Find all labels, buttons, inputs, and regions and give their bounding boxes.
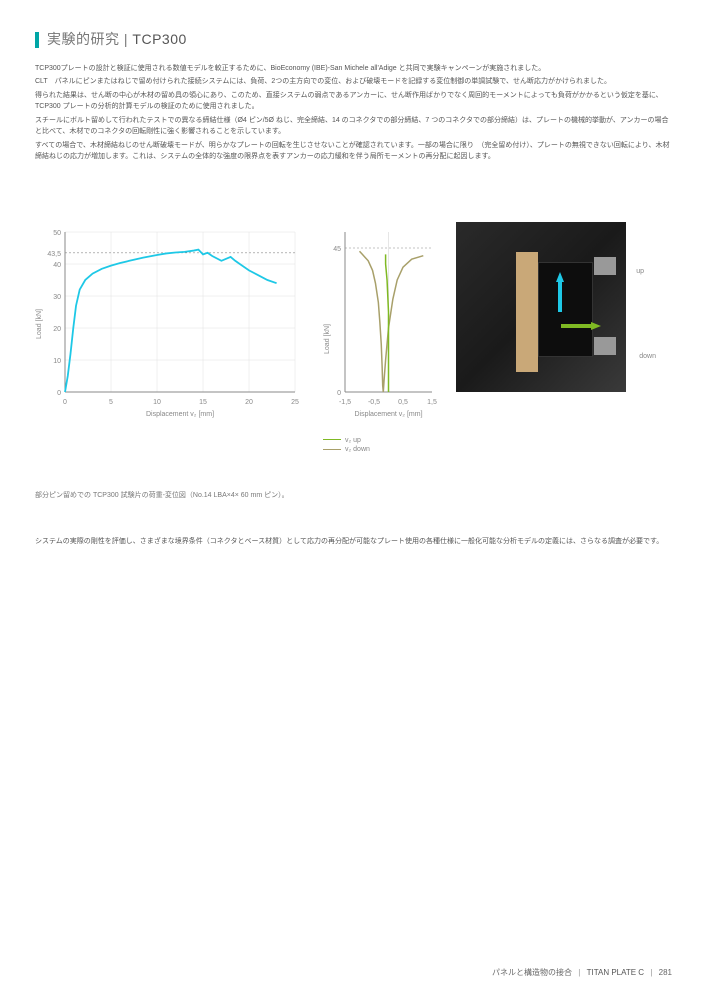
footer-product: TITAN PLATE C bbox=[587, 968, 645, 977]
page-title: 実験的研究 | TCP300 bbox=[47, 30, 187, 50]
chart2-ylabel: Load [kN] bbox=[323, 324, 333, 354]
svg-text:0: 0 bbox=[337, 390, 341, 397]
arrow-right-stem bbox=[561, 324, 591, 328]
chart2-svg: 0 45 -1,5 -0,5 0,5 1,5 Displacement v₂ [mm] bbox=[323, 222, 438, 422]
figure-caption: 部分ピン留めでの TCP300 試験片の荷重-変位図（No.14 LBA×4× … bbox=[35, 491, 672, 501]
svg-text:43,5: 43,5 bbox=[47, 251, 61, 258]
svg-text:0: 0 bbox=[57, 390, 61, 397]
para-3: 得られた結果は、せん断の中心が木材の留め具の領心にあり、このため、直接システムの… bbox=[35, 91, 672, 113]
chart2-legend: v₂ up v₂ down bbox=[323, 436, 438, 456]
svg-text:-0,5: -0,5 bbox=[368, 399, 380, 406]
svg-text:20: 20 bbox=[245, 399, 253, 406]
chart-load-displacement: Load [kN] 0 10 20 30 40 50 0 5 10 15 20 25 43,5 Displ… bbox=[35, 222, 305, 425]
svg-text:1,5: 1,5 bbox=[427, 399, 437, 406]
page: 実験的研究 | TCP300 TCP300プレートの設計と検証に使用される数値モ… bbox=[0, 0, 707, 548]
chart1-ylabel: Load [kN] bbox=[35, 309, 45, 339]
svg-text:Displacement v₂ [mm]: Displacement v₂ [mm] bbox=[354, 411, 422, 418]
legend-up-label: v₂ up bbox=[345, 437, 361, 444]
arrow-up-stem bbox=[558, 282, 562, 312]
svg-text:-1,5: -1,5 bbox=[339, 399, 351, 406]
arrow-up-icon bbox=[556, 272, 564, 282]
photo-bracket-1 bbox=[594, 257, 616, 275]
test-photo bbox=[456, 222, 626, 392]
photo-label-down: down bbox=[639, 352, 656, 362]
title-accent-bar bbox=[35, 32, 39, 48]
chart-lateral-displacement: Load [kN] 0 45 -1,5 -0,5 0,5 1,5 Displacement … bbox=[323, 222, 438, 455]
svg-text:5: 5 bbox=[109, 399, 113, 406]
svg-text:0,5: 0,5 bbox=[398, 399, 408, 406]
footer-sep-2: | bbox=[650, 968, 652, 977]
para-1: TCP300プレートの設計と検証に使用される数値モデルを較正するために、BioE… bbox=[35, 64, 672, 75]
svg-text:40: 40 bbox=[53, 262, 61, 269]
legend-up-swatch bbox=[323, 439, 341, 440]
footer-page: 281 bbox=[659, 968, 672, 977]
svg-text:10: 10 bbox=[153, 399, 161, 406]
svg-text:45: 45 bbox=[333, 246, 341, 253]
svg-text:0: 0 bbox=[63, 399, 67, 406]
chart1-svg: 0 10 20 30 40 50 0 5 10 15 20 25 43,5 Displacement v₂… bbox=[35, 222, 305, 422]
footer-sep-1: | bbox=[578, 968, 580, 977]
summary-text: システムの実際の剛性を評価し、さまざまな境界条件（コネクタとベース材質）として応… bbox=[35, 537, 672, 548]
svg-text:50: 50 bbox=[53, 230, 61, 237]
photo-plate bbox=[538, 262, 593, 357]
photo-wood bbox=[516, 252, 538, 372]
title-prefix: 実験的研究 bbox=[47, 31, 120, 47]
title-code: TCP300 bbox=[132, 31, 186, 47]
svg-text:30: 30 bbox=[53, 294, 61, 301]
photo-bracket-2 bbox=[594, 337, 616, 355]
para-5: すべての場合で、木材締結ねじのせん断破壊モードが、明らかなプレートの回転を生じさ… bbox=[35, 141, 672, 163]
legend-down-label: v₂ down bbox=[345, 446, 370, 453]
svg-text:25: 25 bbox=[291, 399, 299, 406]
legend-down: v₂ down bbox=[323, 445, 438, 455]
page-title-row: 実験的研究 | TCP300 bbox=[35, 30, 672, 50]
svg-text:20: 20 bbox=[53, 326, 61, 333]
svg-text:Displacement v₂ [mm]: Displacement v₂ [mm] bbox=[146, 411, 214, 418]
para-4: スチールにボルト留めして行われたテストでの異なる締結仕様（Ø4 ピン/5Ø ねじ… bbox=[35, 116, 672, 138]
legend-down-swatch bbox=[323, 449, 341, 450]
legend-up: v₂ up bbox=[323, 436, 438, 446]
svg-text:15: 15 bbox=[199, 399, 207, 406]
footer-section: パネルと構造物の接合 bbox=[492, 968, 572, 977]
svg-text:10: 10 bbox=[53, 358, 61, 365]
para-2: CLT パネルにピンまたはねじで留め付けられた接続システムには、負荷、2つの主方… bbox=[35, 77, 672, 88]
figure-row: Load [kN] 0 10 20 30 40 50 0 5 10 15 20 25 43,5 Displ… bbox=[35, 222, 672, 455]
arrow-right-icon bbox=[591, 322, 601, 330]
photo-wrap: up down bbox=[456, 222, 626, 392]
page-footer: パネルと構造物の接合 | TITAN PLATE C | 281 bbox=[492, 967, 672, 978]
photo-label-up: up bbox=[636, 267, 644, 277]
